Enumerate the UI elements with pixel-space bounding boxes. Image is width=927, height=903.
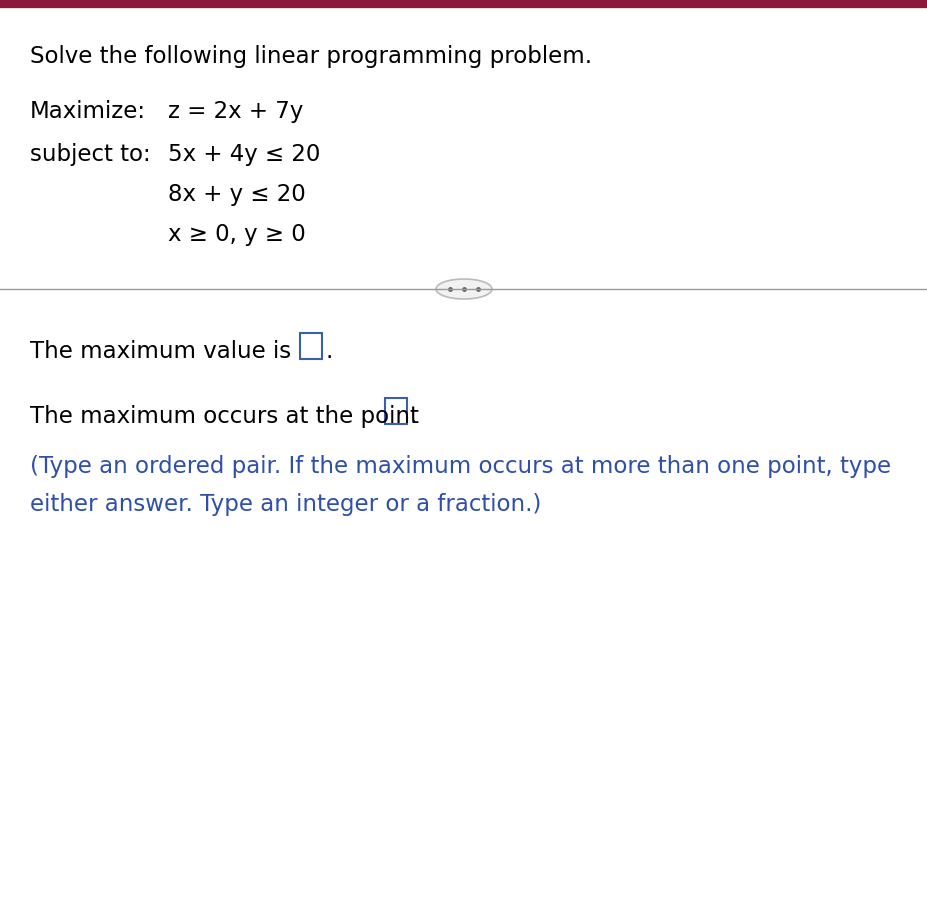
Text: .: . <box>410 405 417 427</box>
Text: either answer. Type an integer or a fraction.): either answer. Type an integer or a frac… <box>30 492 540 516</box>
Text: Maximize:: Maximize: <box>30 100 146 123</box>
Text: Solve the following linear programming problem.: Solve the following linear programming p… <box>30 45 591 68</box>
FancyBboxPatch shape <box>299 333 322 359</box>
Text: .: . <box>324 340 332 363</box>
Text: x ≥ 0, y ≥ 0: x ≥ 0, y ≥ 0 <box>168 223 305 246</box>
Text: 8x + y ≤ 20: 8x + y ≤ 20 <box>168 182 305 206</box>
Ellipse shape <box>436 280 491 300</box>
Text: z = 2x + 7y: z = 2x + 7y <box>168 100 303 123</box>
Text: 5x + 4y ≤ 20: 5x + 4y ≤ 20 <box>168 143 320 166</box>
Text: subject to:: subject to: <box>30 143 150 166</box>
Text: (Type an ordered pair. If the maximum occurs at more than one point, type: (Type an ordered pair. If the maximum oc… <box>30 454 890 478</box>
FancyBboxPatch shape <box>385 398 407 424</box>
Text: The maximum occurs at the point: The maximum occurs at the point <box>30 405 418 427</box>
Text: The maximum value is: The maximum value is <box>30 340 291 363</box>
